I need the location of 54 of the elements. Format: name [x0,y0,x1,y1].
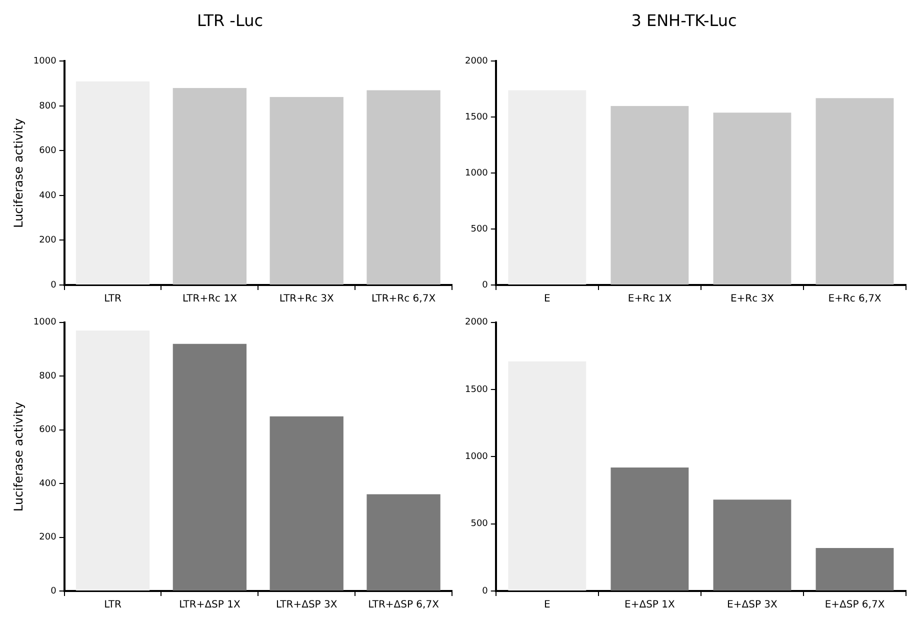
y-tick-label: 0 [50,586,57,596]
x-tick-label: LTR+Rc 3X [279,294,334,305]
bar [366,494,440,590]
y-tick-label: 600 [39,146,57,156]
x-tick-label: LTR+ΔSP 1X [179,600,240,611]
x-tick-label: E+Rc 6,7X [828,294,882,305]
bar [508,90,586,284]
bar [610,106,689,284]
x-tick-label: LTR+ΔSP 6,7X [368,600,440,611]
bar [76,330,150,590]
y-tick-label: 1000 [33,56,57,67]
y-tick-label: 1000 [465,168,488,178]
bar [713,500,792,590]
y-tick-label: 800 [39,101,57,112]
y-tick-label: 200 [39,532,57,543]
bar [270,416,344,590]
bar [172,344,247,590]
y-tick-label: 200 [39,236,57,246]
y-tick-label: 500 [470,519,488,530]
x-tick-label: E [544,600,550,611]
y-tick-label: 800 [39,371,57,382]
bar [816,548,894,590]
y-tick-label: 1000 [465,452,488,462]
y-tick-label: 2000 [465,318,488,328]
x-tick-label: E+Rc 1X [628,294,672,305]
bar [713,112,792,284]
y-tick-label: 500 [470,224,488,234]
y-tick-label: 1500 [465,112,488,122]
chart-title: 3 ENH-TK-Luc [631,10,737,30]
x-tick-label: LTR+Rc 6,7X [372,294,436,305]
x-tick-label: LTR [104,294,122,305]
x-tick-label: E [544,294,550,305]
x-tick-label: E+ΔSP 1X [624,600,675,611]
bar [816,98,894,284]
y-axis-title: Luciferase activity [11,118,26,228]
x-tick-label: LTR [104,600,122,611]
y-tick-label: 400 [39,190,57,201]
x-tick-label: LTR+ΔSP 3X [276,600,338,611]
y-tick-label: 0 [482,280,488,290]
y-tick-label: 1500 [465,384,488,395]
x-tick-label: E+Rc 3X [730,294,774,305]
bar [508,361,586,590]
x-tick-label: LTR+Rc 1X [182,294,238,305]
bar [610,467,689,590]
y-tick-label: 600 [39,425,57,436]
y-tick-label: 2000 [465,56,488,67]
y-tick-label: 0 [50,280,57,290]
x-tick-label: E+ΔSP 3X [727,600,778,611]
y-tick-label: 400 [39,478,57,489]
chart-title: LTR -Luc [196,10,264,30]
x-tick-label: E+ΔSP 6,7X [824,600,885,611]
y-tick-label: 1000 [33,318,57,328]
y-axis-title: Luciferase activity [11,402,26,512]
y-tick-label: 0 [482,586,488,596]
